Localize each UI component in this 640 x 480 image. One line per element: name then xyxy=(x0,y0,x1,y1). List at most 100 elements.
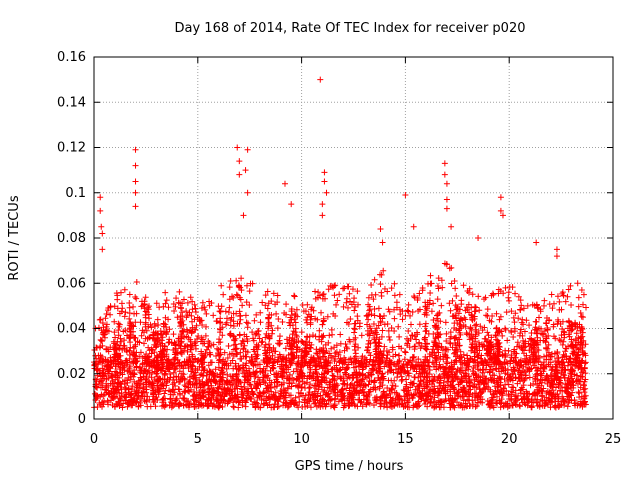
data-point xyxy=(200,367,207,374)
data-point xyxy=(536,402,543,409)
data-point xyxy=(383,392,390,399)
data-point xyxy=(477,389,484,396)
data-point xyxy=(370,402,377,409)
data-point xyxy=(279,374,286,381)
x-axis-label: GPS time / hours xyxy=(295,459,404,474)
data-point xyxy=(213,378,220,385)
data-point xyxy=(414,390,421,397)
data-point xyxy=(582,376,589,383)
data-point xyxy=(516,403,523,410)
y-axis-label: ROTI / TECUs xyxy=(7,195,22,280)
data-point xyxy=(389,382,396,389)
data-point xyxy=(363,395,370,402)
data-point xyxy=(379,382,386,389)
data-point xyxy=(454,368,461,375)
data-point xyxy=(471,377,478,384)
data-point xyxy=(344,375,351,382)
data-point xyxy=(525,399,532,406)
data-point xyxy=(508,388,515,395)
data-point xyxy=(493,366,500,373)
data-point xyxy=(247,381,254,388)
data-point xyxy=(564,403,571,410)
data-point xyxy=(371,378,378,385)
data-point xyxy=(212,366,219,373)
data-point xyxy=(575,389,582,396)
data-point xyxy=(403,376,410,383)
data-point xyxy=(441,386,448,393)
data-point xyxy=(472,403,479,410)
data-point xyxy=(256,379,263,386)
data-point xyxy=(272,389,279,396)
data-point xyxy=(425,389,432,396)
data-point xyxy=(282,400,289,407)
data-point xyxy=(109,377,116,384)
data-point xyxy=(141,388,148,395)
data-point xyxy=(495,381,502,388)
data-point xyxy=(447,404,454,411)
data-point xyxy=(563,389,570,396)
data-point xyxy=(187,386,194,393)
data-point xyxy=(445,374,452,381)
data-point xyxy=(407,384,414,391)
data-point xyxy=(345,372,352,379)
data-point xyxy=(416,382,423,389)
data-point xyxy=(208,400,215,407)
data-point xyxy=(469,368,476,375)
data-point xyxy=(518,396,525,403)
data-point xyxy=(582,385,589,392)
data-points xyxy=(91,76,590,411)
data-point xyxy=(582,370,589,377)
data-point xyxy=(192,369,199,376)
data-point xyxy=(313,370,320,377)
data-point xyxy=(564,362,571,369)
data-point xyxy=(109,371,116,378)
data-point xyxy=(384,384,391,391)
data-point xyxy=(436,361,443,368)
data-point xyxy=(287,392,294,399)
data-point xyxy=(528,396,535,403)
data-point xyxy=(490,404,497,411)
data-point xyxy=(359,386,366,393)
data-point xyxy=(377,365,384,372)
data-point xyxy=(426,371,433,378)
data-point xyxy=(110,388,117,395)
data-point xyxy=(400,368,407,375)
data-point xyxy=(345,403,352,410)
data-point xyxy=(230,373,237,380)
data-point xyxy=(329,372,336,379)
data-point xyxy=(161,390,168,397)
data-point xyxy=(186,379,193,386)
data-point xyxy=(492,387,499,394)
data-point xyxy=(349,375,356,382)
data-point xyxy=(330,373,337,380)
data-point xyxy=(570,382,577,389)
data-point xyxy=(564,393,571,400)
data-point xyxy=(538,370,545,377)
data-point xyxy=(281,395,288,402)
data-point xyxy=(353,389,360,396)
data-point xyxy=(526,374,533,381)
data-point xyxy=(157,376,164,383)
data-point xyxy=(317,392,324,399)
data-point xyxy=(232,385,239,392)
data-point xyxy=(283,369,290,376)
y-tick-label: 0.06 xyxy=(57,276,86,291)
data-point xyxy=(125,400,132,407)
data-point xyxy=(396,401,403,408)
data-point xyxy=(249,389,256,396)
x-tick-label: 20 xyxy=(501,432,518,447)
data-point xyxy=(561,372,568,379)
data-point xyxy=(143,375,150,382)
chart-title: Day 168 of 2014, Rate Of TEC Index for r… xyxy=(175,21,526,36)
data-point xyxy=(400,360,407,367)
data-point xyxy=(422,362,429,369)
data-point xyxy=(103,376,110,383)
data-point xyxy=(509,384,516,391)
data-point xyxy=(363,374,370,381)
data-point xyxy=(576,390,583,397)
data-point xyxy=(246,394,253,401)
data-point xyxy=(456,367,463,374)
data-point xyxy=(356,390,363,397)
data-point xyxy=(188,368,195,375)
data-point xyxy=(582,392,589,399)
